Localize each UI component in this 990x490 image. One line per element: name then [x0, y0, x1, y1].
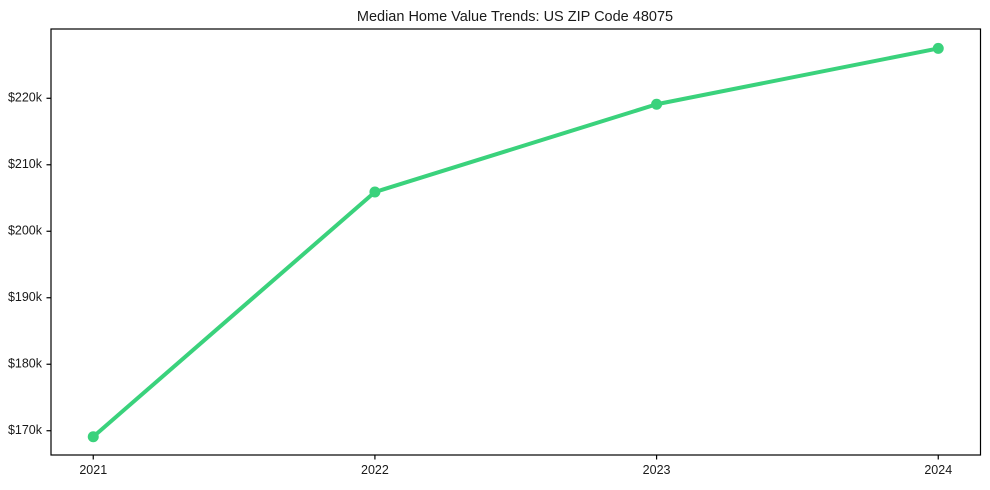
y-tick-label: $170k: [8, 423, 43, 437]
chart-title: Median Home Value Trends: US ZIP Code 48…: [357, 9, 673, 25]
y-tick-label: $180k: [8, 357, 43, 371]
y-tick-label: $200k: [8, 224, 43, 238]
x-tick-label: 2021: [79, 463, 107, 477]
y-tick-label: $210k: [8, 157, 43, 171]
data-point-marker: [369, 186, 381, 198]
x-tick-label: 2024: [924, 463, 952, 477]
data-point-marker: [87, 431, 99, 443]
x-tick-label: 2022: [361, 463, 389, 477]
data-point-marker: [932, 42, 944, 54]
x-axis: 2021 2022 2023 2024: [79, 455, 952, 477]
y-tick-label: $190k: [8, 290, 43, 304]
plot-border: [50, 28, 982, 456]
data-point-marker: [651, 98, 663, 110]
trend-line: [91, 46, 941, 439]
plot-frame: [50, 28, 982, 456]
data-series: [87, 42, 944, 443]
x-tick-label: 2023: [643, 463, 671, 477]
y-axis: $170k $180k $190k $200k $210k $220k: [8, 91, 51, 437]
y-tick-label: $220k: [8, 91, 43, 105]
